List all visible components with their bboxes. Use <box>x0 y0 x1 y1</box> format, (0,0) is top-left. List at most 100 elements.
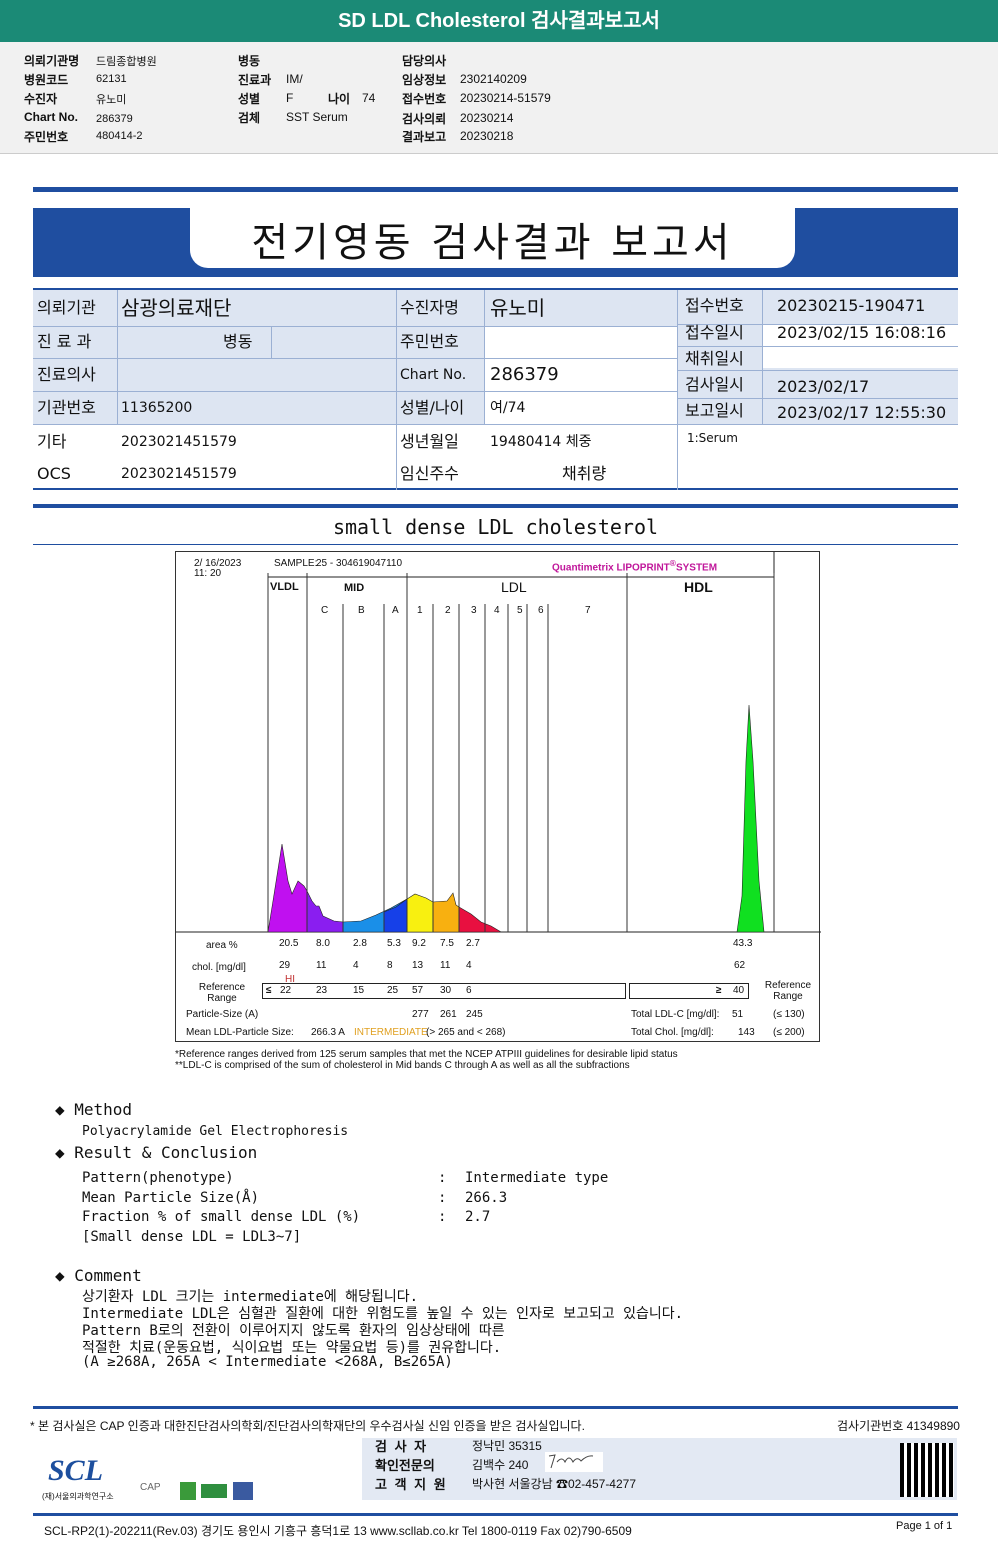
brand-name: Quantimetrix LIPOPRINT <box>552 562 670 574</box>
info-label: 병동 <box>238 54 261 68</box>
ref-value: 57 <box>412 985 424 996</box>
info-label: 결과보고 <box>402 130 447 144</box>
label-institution-no: 기관번호 <box>37 398 96 417</box>
value-department: 병동 <box>223 332 253 351</box>
label-birth-date: 생년월일 <box>400 432 459 451</box>
chol-value: 29 <box>279 960 291 971</box>
staff-label: 검 사 자 <box>375 1439 429 1454</box>
info-label: 나이 <box>328 92 351 106</box>
comment-line: (A ≥268A, 265A < Intermediate <268A, B≤2… <box>82 1354 453 1370</box>
report-title: 전기영동 검사결과 보고서 <box>251 220 734 266</box>
value-birth-date: 19480414 체중 <box>490 434 592 450</box>
mean-size-value: 266.3 A <box>311 1027 345 1038</box>
result-label: Fraction % of small dense LDL (%) <box>82 1209 361 1225</box>
chol-value: 8 <box>387 960 393 971</box>
value-test-date: 2023/02/17 <box>777 377 870 396</box>
info-label: 담당의사 <box>402 54 447 68</box>
lipoprint-chart: 2/ 16/2023 11: 20 SAMPLE: 25 - 304619047… <box>175 551 821 1042</box>
peak-region-6 <box>458 906 503 933</box>
tchol-value: 143 <box>738 1027 755 1038</box>
sample-id: 25 - 304619047110 <box>316 558 403 569</box>
result-heading: ◆ Result & Conclusion <box>55 1143 257 1162</box>
label-test-date: 검사일시 <box>685 375 744 394</box>
cert-logo <box>233 1482 253 1500</box>
comment-line: Intermediate LDL은 심혈관 질환에 대한 위험도를 높일 수 있… <box>82 1306 684 1322</box>
info-label: 진료과 <box>238 73 272 87</box>
scl-logo-subtitle: (재)서울의과학연구소 <box>42 1492 114 1501</box>
info-value: 480414-2 <box>96 130 143 142</box>
info-label: 의뢰기관명 <box>24 54 80 68</box>
label-department: 진 료 과 <box>37 332 92 351</box>
page-number: Page 1 of 1 <box>896 1520 953 1532</box>
label-sex-age: 성별/나이 <box>400 398 465 417</box>
signature <box>545 1452 603 1472</box>
ref-value: 23 <box>316 985 328 996</box>
staff-panel <box>362 1438 957 1500</box>
cert-logo <box>180 1482 196 1500</box>
section-title: small dense LDL cholesterol <box>332 515 659 539</box>
label-chart-no: Chart No. <box>400 367 467 383</box>
band-label: 5 <box>517 605 523 616</box>
mean-size-label: Mean LDL-Particle Size: <box>186 1027 294 1038</box>
info-value: F <box>286 91 294 105</box>
method-text: Polyacrylamide Gel Electrophoresis <box>82 1124 349 1139</box>
value-receipt-no: 20230215-190471 <box>777 296 926 315</box>
band-label: 7 <box>585 605 591 616</box>
sample-label: SAMPLE: <box>274 558 318 569</box>
value-sex-age: 여/74 <box>490 400 526 416</box>
label-report-date: 보고일시 <box>685 401 744 420</box>
ref-value: 15 <box>353 985 365 996</box>
chol-value: 11 <box>440 960 451 971</box>
ldlc-ref: (≤ 130) <box>773 1009 805 1020</box>
result-sep: : <box>438 1190 447 1206</box>
info-value: 20230214 <box>460 111 514 125</box>
qr-code <box>900 1443 954 1497</box>
particle-size-value: 261 <box>440 1009 457 1020</box>
value-specimen: 1:Serum <box>687 431 738 445</box>
cert-logo <box>201 1484 227 1498</box>
ref-value: 25 <box>387 985 399 996</box>
info-label: 검체 <box>238 111 261 125</box>
report-info-table: 의뢰기관 삼광의료재단 진 료 과 병동 진료의사 기관번호 11365200 … <box>33 288 958 490</box>
area-value: 5.3 <box>387 938 401 949</box>
label-ocs: OCS <box>37 464 71 483</box>
hi-flag: HI <box>285 974 295 985</box>
ref-value: 30 <box>440 985 452 996</box>
ref-label-right: Reference Range <box>764 980 812 1002</box>
comment-line: 상기환자 LDL 크기는 intermediate에 해당됩니다. <box>82 1289 419 1305</box>
group-vldl: VLDL <box>270 581 299 593</box>
result-note: [Small dense LDL = LDL3~7] <box>82 1229 302 1245</box>
diamond-icon: ◆ <box>55 1266 75 1285</box>
row-label-area: area % <box>206 940 238 951</box>
hdl-ref-box <box>629 983 749 999</box>
result-value: Intermediate type <box>465 1170 609 1186</box>
certification-note: * 본 검사실은 CAP 인증과 대한진단검사의학회/진단검사의학재단의 우수검… <box>30 1419 585 1433</box>
peak-region-0 <box>267 843 308 933</box>
staff-label: 확인전문의 <box>375 1458 435 1473</box>
band-label: 3 <box>471 605 477 616</box>
info-value: 20230214-51579 <box>460 91 551 105</box>
info-value: 62131 <box>96 73 127 85</box>
value-patient-name: 유노미 <box>490 296 546 320</box>
peak-region-4 <box>406 893 434 933</box>
area-value: 2.7 <box>466 938 480 949</box>
staff-value: 박사현 서울강남 ☎02-457-4277 <box>472 1477 637 1491</box>
result-title: Result & Conclusion <box>74 1143 258 1162</box>
group-ldl: LDL <box>501 579 527 595</box>
info-label: 성별 <box>238 92 261 106</box>
band-label: A <box>392 605 399 616</box>
ldlc-label: Total LDL-C [mg/dl]: <box>631 1009 720 1020</box>
electrophoresis-plot <box>176 552 821 933</box>
title-banner-box <box>190 208 795 268</box>
diamond-icon: ◆ <box>55 1100 75 1119</box>
label-collection-date: 채취일시 <box>685 349 744 368</box>
area-value: 8.0 <box>316 938 330 949</box>
info-value: 드림종합병원 <box>96 56 157 68</box>
band-label: 6 <box>538 605 544 616</box>
area-value: 2.8 <box>353 938 367 949</box>
divider <box>33 187 958 192</box>
row-label-chol: chol. [mg/dl] <box>192 962 246 973</box>
ref-value: 6 <box>466 985 472 996</box>
hdl-area: 43.3 <box>733 938 753 949</box>
value-other: 2023021451579 <box>121 434 237 450</box>
